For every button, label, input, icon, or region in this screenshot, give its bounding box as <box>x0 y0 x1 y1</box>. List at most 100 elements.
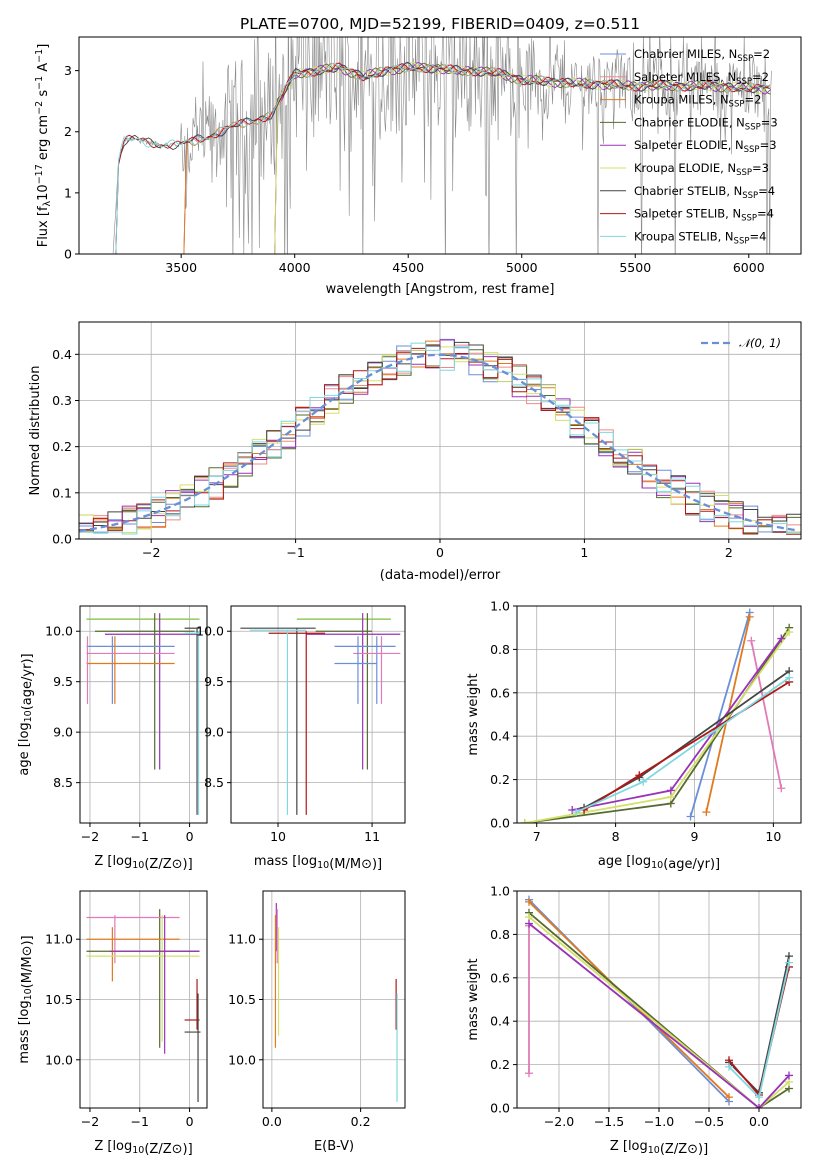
model-spectrum-line <box>272 62 771 254</box>
data-point-marker <box>666 786 675 795</box>
massweight_vs_Z-frame <box>516 890 802 1109</box>
x-tick-label: −0.5 <box>694 1114 724 1129</box>
data-point-marker <box>755 1093 763 1102</box>
model-spectrum-line <box>113 62 770 254</box>
y-tick-label: 2 <box>64 124 72 139</box>
y-tick-label: 0.6 <box>490 685 510 700</box>
x-axis-label: age [log10(age/yr)] <box>598 854 720 872</box>
y-tick-label: 9.0 <box>204 725 224 740</box>
legend-entry: Salpeter STELIB, NSSP=4 <box>634 207 774 224</box>
y-tick-label: 9.5 <box>53 674 73 689</box>
y-tick-label: 0.0 <box>490 816 510 831</box>
x-tick-label: −1 <box>131 1114 149 1129</box>
y-tick-label: 0.2 <box>490 772 510 787</box>
y-tick-label: 0.8 <box>490 927 510 942</box>
series-line <box>524 631 790 823</box>
y-tick-label: 10.5 <box>228 992 256 1007</box>
x-axis-label: mass [log10(M/M⊙)] <box>254 854 382 872</box>
series-line <box>528 916 790 1108</box>
legend-entry: Salpeter MILES, NSSP=2 <box>634 70 769 87</box>
y-tick-label: 10.0 <box>196 624 224 639</box>
x-tick-label: 6000 <box>733 260 765 275</box>
x-axis-label: wavelength [Angstrom, rest frame] <box>326 282 555 297</box>
x-tick-label: 9 <box>691 829 699 844</box>
series-line <box>750 640 783 789</box>
data-point-marker <box>785 1071 793 1080</box>
series-line <box>528 922 790 1108</box>
x-tick-label: −2 <box>142 545 160 560</box>
x-tick-label: 0.2 <box>351 1114 371 1129</box>
residuals-axes: −2 −1 0 1 2 0.0 0.1 0.2 0.3 0.4 <box>52 322 801 560</box>
mass_vs_Z-axes: −2 −1 0 10.0 10.5 11.0 <box>45 891 207 1129</box>
y-tick-label: 10.0 <box>228 1052 256 1067</box>
x-tick-label: −1 <box>286 545 304 560</box>
age_vs_mass-axes: 10 11 8.5 9.0 9.5 10.0 <box>196 606 405 844</box>
legend-entry: Salpeter ELODIE, NSSP=3 <box>634 138 777 155</box>
x-tick-label: 4500 <box>392 260 424 275</box>
massweight_vs_Z-lines <box>525 895 793 1108</box>
data-point-marker <box>725 1062 733 1071</box>
spectrum-axes: 3500 4000 4500 5000 5500 6000 0 1 2 3 <box>64 63 765 275</box>
series-line <box>583 670 790 809</box>
x-tick-label: −1.0 <box>644 1114 674 1129</box>
age_vs_Z-axes: −2 −1 0 8.5 9.0 9.5 10.0 <box>45 606 207 844</box>
data-point-marker <box>747 636 756 645</box>
x-tick-label: 0 <box>186 1114 194 1129</box>
x-tick-label: 3500 <box>165 260 197 275</box>
x-tick-label: −2.0 <box>544 1114 574 1129</box>
series-line <box>689 612 751 817</box>
x-tick-label: 10 <box>270 829 286 844</box>
x-axis-label: (data-model)/error <box>380 568 501 583</box>
y-axis-label: Normed distribution <box>28 366 43 496</box>
data-point-marker <box>686 812 695 821</box>
model-spectrum-line <box>113 62 770 254</box>
legend-entry: Chabrier MILES, NSSP=2 <box>634 47 770 64</box>
y-axis-label: mass [log10(M/M⊙)] <box>17 935 35 1063</box>
age_vs_mass-frame <box>230 605 406 824</box>
x-tick-label: −1 <box>131 829 149 844</box>
mass_vs_EBV-frame <box>262 890 406 1109</box>
spectrum-lines <box>112 37 772 254</box>
y-tick-label: 3 <box>64 63 72 78</box>
y-tick-label: 0.2 <box>490 1057 510 1072</box>
legend-entry: Chabrier ELODIE, NSSP=3 <box>634 115 778 132</box>
legend-entry: Kroupa ELODIE, NSSP=3 <box>634 161 769 178</box>
data-point-marker <box>635 771 644 780</box>
series-line <box>572 637 783 811</box>
legend-entry: Chabrier STELIB, NSSP=4 <box>634 184 775 201</box>
y-tick-label: 0.6 <box>490 970 510 985</box>
histogram-steps <box>79 338 801 535</box>
y-tick-label: 0.4 <box>52 347 72 362</box>
legend-entry: Kroupa STELIB, NSSP=4 <box>634 229 766 246</box>
x-tick-label: 10 <box>765 829 781 844</box>
y-axis-label: Flux [fλ10−17 erg cm−2 s−1 A−1] <box>34 44 53 248</box>
x-tick-label: −1.5 <box>594 1114 624 1129</box>
y-tick-label: 1 <box>64 185 72 200</box>
age_vs_Z-points <box>86 613 201 815</box>
x-axis-label: E(B-V) <box>314 1139 354 1154</box>
y-tick-label: 0.0 <box>490 1101 510 1116</box>
data-point-marker <box>525 919 533 928</box>
series-line <box>575 676 790 813</box>
figure-title: PLATE=0700, MJD=52199, FIBERID=0409, z=0… <box>240 15 640 33</box>
series-line <box>528 912 790 1108</box>
data-point-marker <box>639 777 648 786</box>
data-point-marker <box>777 634 786 643</box>
x-axis-label: Z [log10(Z/Z⊙)] <box>94 1139 192 1157</box>
mass_vs_EBV-points <box>274 903 398 1102</box>
y-axis-label: mass weight <box>466 673 481 755</box>
spectrum-frame <box>78 36 802 255</box>
series-line <box>583 681 790 811</box>
x-tick-label: 2 <box>725 545 733 560</box>
x-tick-label: 0 <box>436 545 444 560</box>
massweight_vs_age-frame <box>516 605 802 824</box>
y-tick-label: 11.0 <box>228 932 256 947</box>
mass_vs_EBV-axes: 0.0 0.2 10.0 10.5 11.0 <box>228 891 405 1129</box>
mass_vs_Z-points <box>86 909 201 1102</box>
legend-entry: Kroupa MILES, NSSP=2 <box>634 93 761 110</box>
data-point-marker <box>785 958 793 967</box>
x-tick-label: 8 <box>612 829 620 844</box>
y-tick-label: 1.0 <box>490 599 510 614</box>
data-point-marker <box>755 1104 763 1108</box>
